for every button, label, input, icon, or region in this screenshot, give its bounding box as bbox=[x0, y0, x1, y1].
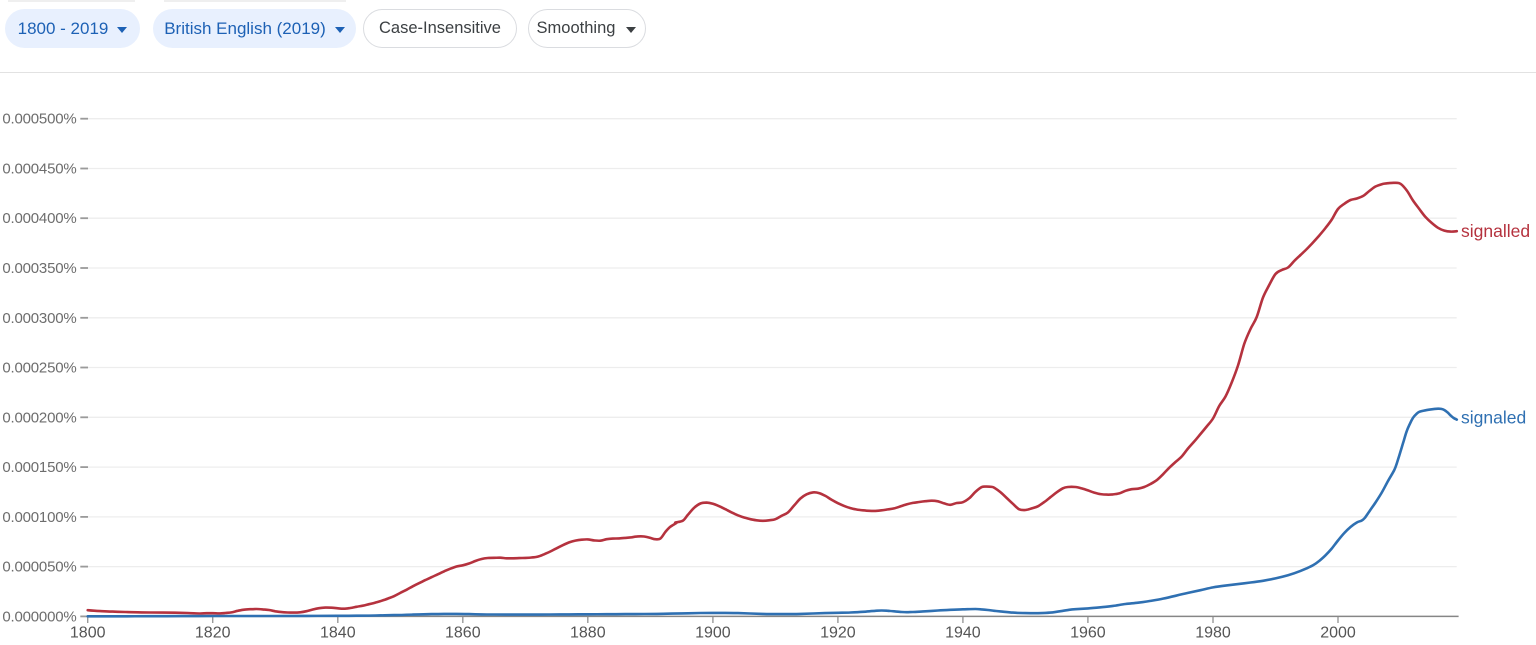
svg-text:0.000400%: 0.000400% bbox=[2, 210, 76, 227]
svg-text:0.000500%: 0.000500% bbox=[2, 111, 76, 128]
svg-text:signaled: signaled bbox=[1461, 408, 1526, 428]
svg-text:0.000200%: 0.000200% bbox=[2, 409, 76, 426]
svg-text:signalled: signalled bbox=[1461, 221, 1530, 241]
svg-text:0.000250%: 0.000250% bbox=[2, 360, 76, 377]
svg-text:1960: 1960 bbox=[1070, 625, 1106, 642]
svg-text:1860: 1860 bbox=[445, 625, 481, 642]
svg-text:1800: 1800 bbox=[70, 625, 106, 642]
svg-text:1920: 1920 bbox=[820, 625, 856, 642]
svg-text:0.000300%: 0.000300% bbox=[2, 310, 76, 327]
svg-text:0.000450%: 0.000450% bbox=[2, 161, 76, 178]
svg-text:1980: 1980 bbox=[1195, 625, 1231, 642]
svg-text:1840: 1840 bbox=[320, 625, 356, 642]
svg-text:0.000350%: 0.000350% bbox=[2, 260, 76, 277]
svg-text:1820: 1820 bbox=[195, 625, 231, 642]
svg-text:0.000150%: 0.000150% bbox=[2, 459, 76, 476]
svg-text:1900: 1900 bbox=[695, 625, 731, 642]
svg-text:0.000000%: 0.000000% bbox=[2, 608, 76, 625]
svg-text:0.000100%: 0.000100% bbox=[2, 509, 76, 526]
svg-text:1880: 1880 bbox=[570, 625, 606, 642]
svg-text:2000: 2000 bbox=[1320, 625, 1356, 642]
svg-text:0.000050%: 0.000050% bbox=[2, 559, 76, 576]
svg-text:1940: 1940 bbox=[945, 625, 981, 642]
